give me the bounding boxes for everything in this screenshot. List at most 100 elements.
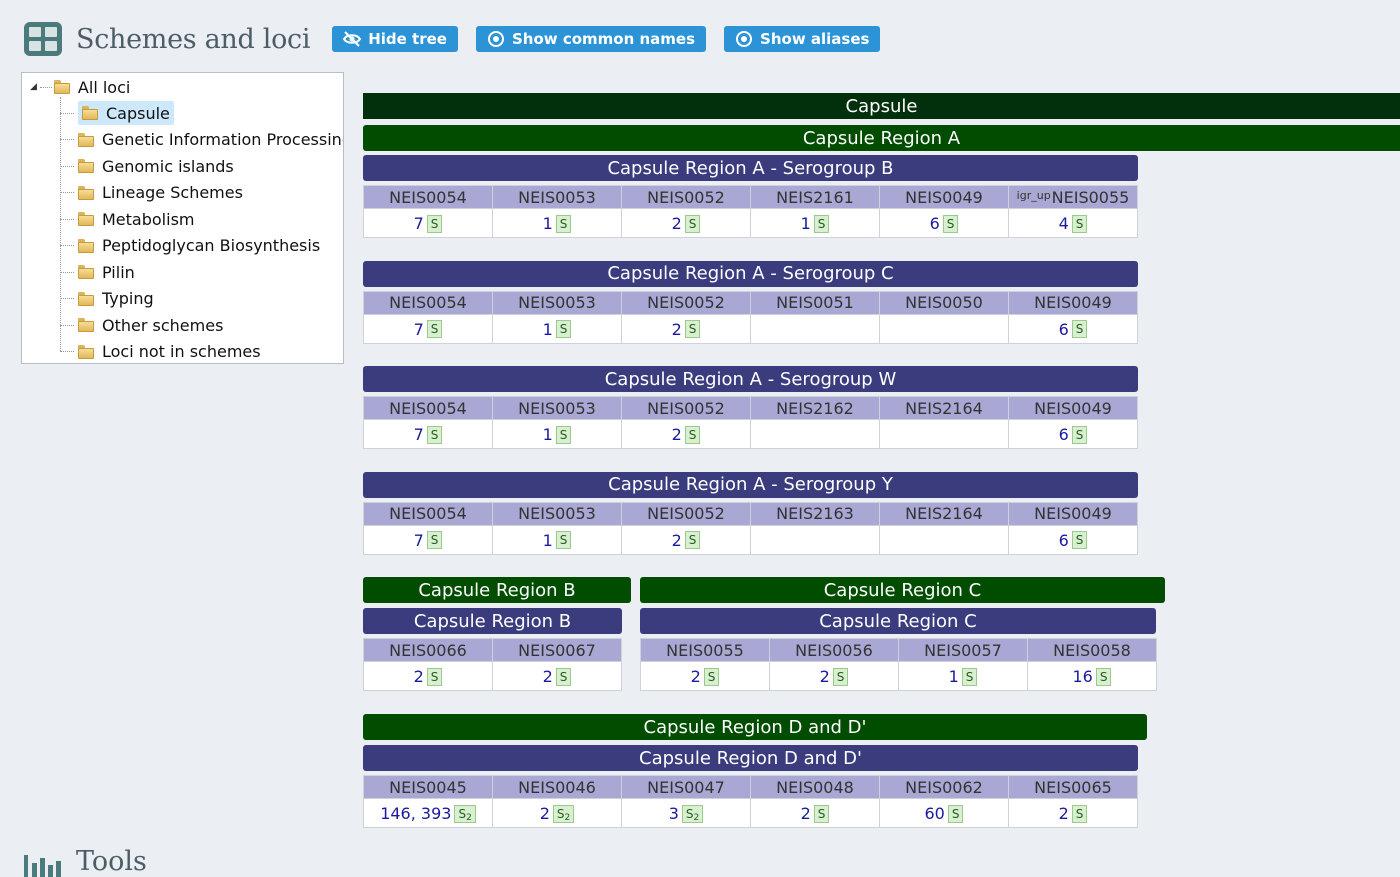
sequence-badge[interactable]: S — [942, 214, 959, 233]
locus-header[interactable]: NEIS0053 — [492, 185, 622, 209]
locus-header[interactable]: NEIS0045 — [363, 775, 493, 799]
allele-value[interactable]: 7 — [413, 214, 424, 233]
locus-header[interactable]: NEIS0050 — [879, 290, 1009, 315]
allele-value[interactable]: 2 — [671, 530, 682, 550]
allele-value[interactable]: 2 — [800, 804, 811, 823]
allele-value[interactable]: 6 — [1058, 425, 1069, 444]
sequence-badge[interactable]: S2 — [454, 804, 476, 823]
sequence-badge[interactable]: S — [426, 320, 443, 338]
allele-value[interactable]: 1 — [800, 214, 811, 233]
locus-header[interactable]: NEIS0054 — [363, 185, 493, 209]
locus-header[interactable]: NEIS0065 — [1008, 775, 1138, 799]
tree-root[interactable]: ◢ All loci — [30, 75, 130, 99]
sequence-badge[interactable]: S — [426, 425, 443, 444]
sequence-badge[interactable]: S — [1071, 320, 1088, 338]
allele-value[interactable]: 2 — [671, 425, 682, 444]
allele-value[interactable]: 2 — [542, 667, 553, 686]
locus-header[interactable]: NEIS0051 — [750, 290, 880, 315]
sequence-badge[interactable]: S2 — [681, 804, 704, 823]
locus-header[interactable]: NEIS0049 — [1008, 290, 1138, 315]
allele-value[interactable]: 60 — [924, 804, 945, 823]
locus-header[interactable]: NEIS0066 — [363, 638, 493, 662]
sequence-badge[interactable]: S — [813, 804, 830, 823]
allele-value[interactable]: 2 — [539, 804, 550, 823]
locus-header[interactable]: NEIS0048 — [750, 775, 880, 799]
locus-header[interactable]: NEIS2164 — [879, 501, 1009, 526]
sequence-badge[interactable]: S — [684, 531, 701, 549]
tree-item[interactable]: Capsule — [60, 101, 174, 125]
locus-header[interactable]: NEIS0047 — [621, 775, 751, 799]
locus-header[interactable]: NEIS0049 — [1008, 501, 1138, 526]
allele-value[interactable]: 16 — [1072, 667, 1093, 686]
locus-header[interactable]: NEIS0053 — [492, 290, 622, 315]
allele-value[interactable]: 1 — [542, 214, 553, 233]
tree-item[interactable]: Typing — [60, 287, 154, 311]
locus-header[interactable]: igr_upNEIS0055 — [1008, 185, 1138, 209]
locus-header[interactable]: NEIS0056 — [769, 638, 899, 662]
sequence-badge[interactable]: S — [1071, 214, 1088, 233]
show-aliases-button[interactable]: Show aliases — [724, 26, 881, 52]
allele-value[interactable]: 7 — [413, 319, 424, 339]
locus-header[interactable]: NEIS2164 — [879, 396, 1009, 420]
locus-header[interactable]: NEIS0052 — [621, 501, 751, 526]
allele-value[interactable]: 6 — [1058, 530, 1069, 550]
locus-header[interactable]: NEIS0052 — [621, 290, 751, 315]
sequence-badge[interactable]: S — [555, 667, 572, 686]
locus-header[interactable]: NEIS0058 — [1027, 638, 1157, 662]
allele-value[interactable]: 1 — [542, 425, 553, 444]
sequence-badge[interactable]: S — [555, 320, 572, 338]
tree-item[interactable]: Genomic islands — [60, 154, 234, 178]
allele-value[interactable]: 6 — [929, 214, 940, 233]
locus-header[interactable]: NEIS0053 — [492, 501, 622, 526]
locus-header[interactable]: NEIS0052 — [621, 396, 751, 420]
locus-header[interactable]: NEIS2163 — [750, 501, 880, 526]
locus-header[interactable]: NEIS0067 — [492, 638, 622, 662]
locus-header[interactable]: NEIS0052 — [621, 185, 751, 209]
locus-header[interactable]: NEIS2161 — [750, 185, 880, 209]
allele-value[interactable]: 2 — [671, 319, 682, 339]
tree-item[interactable]: Lineage Schemes — [60, 181, 243, 205]
sequence-badge[interactable]: S — [426, 531, 443, 549]
sequence-badge[interactable]: S — [555, 425, 572, 444]
tree-item[interactable]: Genetic Information Processing — [60, 128, 343, 152]
locus-header[interactable]: NEIS0057 — [898, 638, 1028, 662]
locus-header[interactable]: NEIS0054 — [363, 396, 493, 420]
sequence-badge[interactable]: S — [1071, 531, 1088, 549]
sequence-badge[interactable]: S — [813, 214, 830, 233]
sequence-badge[interactable]: S — [947, 804, 964, 823]
collapse-toggle-icon[interactable]: ◢ — [30, 82, 37, 92]
allele-value[interactable]: 1 — [948, 667, 959, 686]
allele-value[interactable]: 2 — [671, 214, 682, 233]
allele-value[interactable]: 1 — [542, 530, 553, 550]
tree-item[interactable]: Peptidoglycan Biosynthesis — [60, 234, 320, 258]
locus-header[interactable]: NEIS0062 — [879, 775, 1009, 799]
allele-value[interactable]: 2 — [1058, 804, 1069, 823]
allele-value[interactable]: 7 — [413, 425, 424, 444]
sequence-badge[interactable]: S — [1071, 425, 1088, 444]
sequence-badge[interactable]: S — [426, 667, 443, 686]
tree-item[interactable]: Other schemes — [60, 313, 223, 337]
allele-value[interactable]: 146, 393 — [380, 804, 452, 823]
sequence-badge[interactable]: S — [832, 667, 849, 686]
locus-header[interactable]: NEIS2162 — [750, 396, 880, 420]
tree-item[interactable]: Loci not in schemes — [60, 340, 261, 364]
sequence-badge[interactable]: S — [961, 667, 978, 686]
allele-value[interactable]: 2 — [413, 667, 424, 686]
tree-item[interactable]: Metabolism — [60, 207, 194, 231]
sequence-badge[interactable]: S — [684, 425, 701, 444]
sequence-badge[interactable]: S — [555, 214, 572, 233]
locus-header[interactable]: NEIS0055 — [640, 638, 770, 662]
allele-value[interactable]: 2 — [690, 667, 701, 686]
allele-value[interactable]: 7 — [413, 530, 424, 550]
sequence-badge[interactable]: S — [1071, 804, 1088, 823]
sequence-badge[interactable]: S2 — [552, 804, 575, 823]
sequence-badge[interactable]: S — [703, 667, 720, 686]
allele-value[interactable]: 2 — [819, 667, 830, 686]
sequence-badge[interactable]: S — [1095, 667, 1112, 686]
hide-tree-button[interactable]: Hide tree — [332, 26, 458, 52]
locus-header[interactable]: NEIS0054 — [363, 290, 493, 315]
locus-header[interactable]: NEIS0053 — [492, 396, 622, 420]
sequence-badge[interactable]: S — [684, 320, 701, 338]
locus-header[interactable]: NEIS0049 — [1008, 396, 1138, 420]
allele-value[interactable]: 1 — [542, 319, 553, 339]
